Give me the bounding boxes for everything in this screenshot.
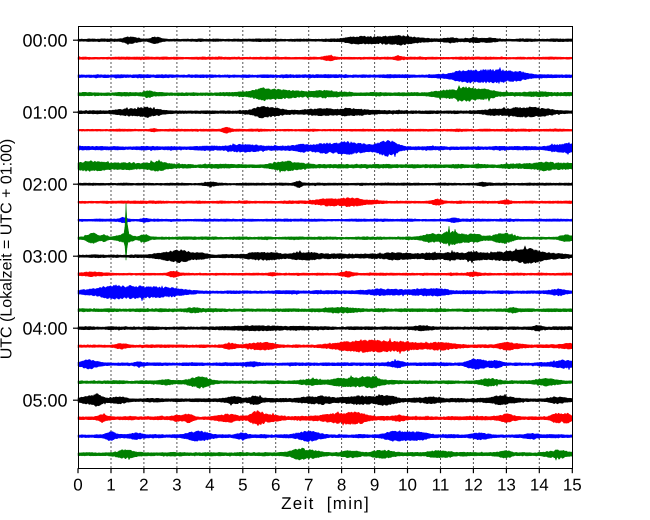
svg-text:6: 6 bbox=[271, 475, 280, 494]
svg-text:10: 10 bbox=[398, 475, 417, 494]
svg-text:7: 7 bbox=[304, 475, 313, 494]
svg-text:14: 14 bbox=[530, 475, 549, 494]
svg-text:02:00: 02:00 bbox=[22, 175, 67, 195]
svg-text:03:00: 03:00 bbox=[22, 247, 67, 267]
svg-text:5: 5 bbox=[238, 475, 247, 494]
svg-text:1: 1 bbox=[106, 475, 115, 494]
svg-text:9: 9 bbox=[370, 475, 379, 494]
svg-text:01:00: 01:00 bbox=[22, 103, 67, 123]
svg-text:4: 4 bbox=[205, 475, 214, 494]
svg-text:13: 13 bbox=[497, 475, 516, 494]
svg-text:05:00: 05:00 bbox=[22, 391, 67, 411]
svg-text:15: 15 bbox=[563, 475, 582, 494]
svg-text:UTC (Lokalzeit = UTC + 01:00): UTC (Lokalzeit = UTC + 01:00) bbox=[0, 139, 16, 360]
svg-text:8: 8 bbox=[337, 475, 346, 494]
svg-text:00:00: 00:00 bbox=[22, 31, 67, 51]
svg-text:04:00: 04:00 bbox=[22, 319, 67, 339]
svg-text:3: 3 bbox=[172, 475, 181, 494]
svg-text:Zeit [min]: Zeit [min] bbox=[281, 494, 370, 513]
svg-text:11: 11 bbox=[432, 475, 450, 494]
svg-text:12: 12 bbox=[464, 475, 483, 494]
svg-text:2: 2 bbox=[139, 475, 148, 494]
svg-text:0: 0 bbox=[73, 475, 82, 494]
